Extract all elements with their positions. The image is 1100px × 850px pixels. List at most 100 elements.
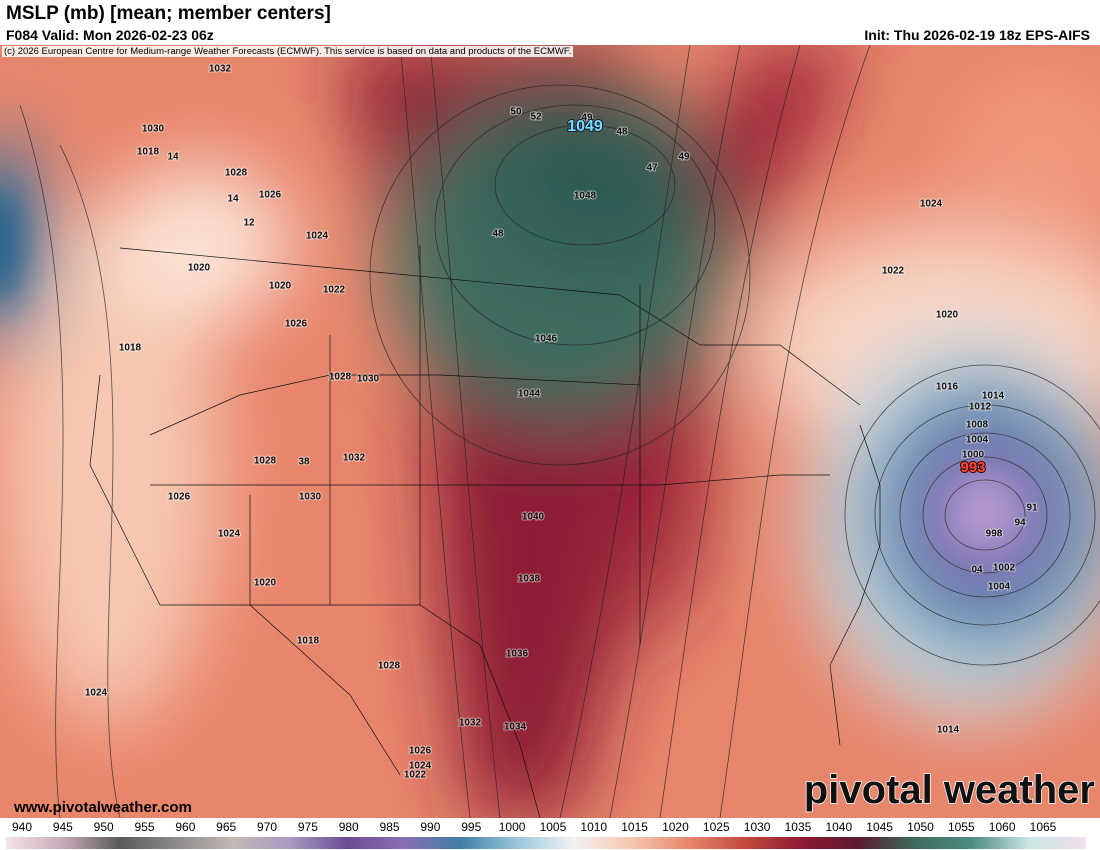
isobar-label: 49 [678, 152, 690, 163]
colorbar-tick-label: 1035 [785, 820, 812, 834]
isobar-label: 94 [1014, 518, 1026, 529]
colorbar-tick-label: 1010 [580, 820, 607, 834]
isobar-label: 38 [298, 457, 310, 468]
isobar-label: 1022 [882, 266, 905, 277]
isobar-label: 1038 [518, 574, 541, 585]
isobar-label: 1026 [259, 190, 282, 201]
colorbar-tick-label: 980 [339, 820, 359, 834]
colorbar-tick-label: 985 [380, 820, 400, 834]
isobar-label: 1020 [936, 310, 959, 321]
isobar-label: 1032 [209, 64, 232, 75]
isobar-label: 48 [616, 127, 628, 138]
isobar-label: 1028 [378, 661, 401, 672]
colorbar-tick-label: 950 [94, 820, 114, 834]
map: 1032 1030 1018 14 1028 1026 14 12 1024 1020 1020 10… [0, 45, 1100, 818]
isobar-label: 1022 [404, 770, 427, 781]
isobar-label: 48 [492, 229, 504, 240]
isobar-label: 1020 [254, 578, 277, 589]
colorbar-tick-label: 970 [257, 820, 277, 834]
isobar-label: 14 [167, 152, 179, 163]
isobar-label: 1002 [993, 563, 1016, 574]
isobar-label: 50 [510, 107, 522, 118]
isobar-label: 1018 [297, 636, 320, 647]
colorbar: 940 945 950 955 960 965 970 975 980 985 990 995 1000… [6, 820, 1086, 849]
colorbar-tick-label: 960 [175, 820, 195, 834]
isobar-label: 1024 [218, 529, 241, 540]
isobar-label: 04 [971, 565, 983, 576]
colorbar-tick-label: 1015 [621, 820, 648, 834]
isobar-label: 1048 [574, 191, 597, 202]
isobar-label: 1040 [522, 512, 545, 523]
colorbar-tick-label: 965 [216, 820, 236, 834]
title: MSLP (mb) [mean; member centers] [6, 3, 331, 24]
website: www.pivotalweather.com [13, 799, 192, 816]
isobar-label: 49 [581, 113, 593, 124]
colorbar-tick-label: 1000 [499, 820, 526, 834]
borders [89, 245, 881, 818]
isobar-label: 1026 [285, 319, 308, 330]
colorbar-tick-label: 1055 [948, 820, 975, 834]
isobar-label: 998 [986, 529, 1003, 540]
isobar-label: 1016 [936, 382, 959, 393]
isobar-label: 91 [1026, 503, 1038, 514]
isobar-label: 1008 [966, 420, 989, 431]
colorbar-tick-label: 1005 [540, 820, 567, 834]
colorbar-tick-label: 1025 [703, 820, 730, 834]
pressure-field [0, 45, 1100, 818]
colorbar-tick-label: 990 [420, 820, 440, 834]
isobar-label: 1026 [168, 492, 191, 503]
isobar-label: 1046 [535, 334, 558, 345]
isobar-label: 1028 [225, 168, 248, 179]
colorbar-tick-label: 995 [461, 820, 481, 834]
colorbar-tick-label: 955 [135, 820, 155, 834]
high-center: 1049 [567, 118, 603, 135]
isobar-label: 14 [227, 194, 239, 205]
isobar-label: 1036 [506, 649, 529, 660]
isobar-label: 1032 [459, 718, 482, 729]
isobar-label: 1012 [969, 402, 992, 413]
colorbar-tick-label: 1045 [866, 820, 893, 834]
isobar-label: 1026 [409, 746, 432, 757]
isobar-label: 1024 [85, 688, 108, 699]
isobar-label: 1024 [409, 761, 432, 772]
isobar-label: 1030 [299, 492, 322, 503]
isobar-labels: 1032 1030 1018 14 1028 1026 14 12 1024 1020 1020 10… [84, 63, 1039, 782]
isobar-label: 1018 [137, 147, 160, 158]
isobar-label: 1004 [988, 582, 1011, 593]
colorbar-tick-label: 975 [298, 820, 318, 834]
isobar-label: 1020 [269, 281, 292, 292]
colorbar-tick-label: 945 [53, 820, 73, 834]
isobar-label: 1014 [982, 391, 1005, 402]
colorbar-tick-label: 1060 [989, 820, 1016, 834]
copyright: (c) 2026 European Centre for Medium-rang… [2, 46, 574, 57]
isobar-label: 12 [243, 218, 255, 229]
isobar-label: 1030 [357, 374, 380, 385]
init-time: Init: Thu 2026-02-19 18z EPS-AIFS [864, 27, 1090, 43]
isobar-label: 1018 [119, 343, 142, 354]
colorbar-tick-label: 1040 [825, 820, 852, 834]
isobar-label: 1034 [504, 722, 527, 733]
valid-time: F084 Valid: Mon 2026-02-23 06z [6, 27, 214, 43]
logo: pivotal weather [804, 768, 1095, 812]
isobar-label: 1004 [966, 435, 989, 446]
isobar-label: 1030 [142, 124, 165, 135]
colorbar-tick-label: 1065 [1030, 820, 1057, 834]
colorbar-tick-label: 1030 [744, 820, 771, 834]
colorbar-ticks: 940 945 950 955 960 965 970 975 980 985 990 995 1000… [12, 820, 1057, 834]
isobar-label: 1022 [323, 285, 346, 296]
low-center: 993 [960, 459, 985, 476]
colorbar-tick-label: 940 [12, 820, 32, 834]
isobars [19, 45, 1100, 818]
isobar-label: 1024 [920, 199, 943, 210]
isobar-label: 1032 [343, 453, 366, 464]
colorbar-tick-label: 1020 [662, 820, 689, 834]
colorbar-tick-label: 1050 [907, 820, 934, 834]
isobar-label: 1028 [329, 372, 352, 383]
colorbar-strip [6, 837, 1086, 849]
isobar-label: 1000 [962, 450, 985, 461]
isobar-label: 1014 [937, 725, 960, 736]
isobar-label: 47 [646, 163, 658, 174]
isobar-label: 52 [530, 112, 542, 123]
isobar-label: 1044 [518, 389, 541, 400]
